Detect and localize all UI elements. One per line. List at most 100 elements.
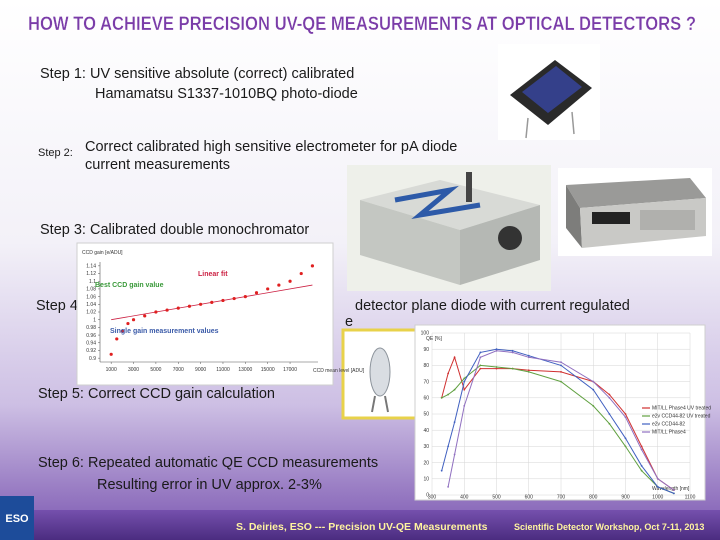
step-text: Step 4 [36,298,78,314]
qe-point [463,405,466,407]
y-axis-label: CCD gain [e/ADU] [82,250,123,256]
x-axis-label: Wavelength [nm] [652,486,690,492]
qe-point [463,377,466,380]
qe-point [640,464,643,467]
legend-label: e2v CCD44-82 UV treated [652,414,711,420]
electrometer-image [558,168,712,256]
y-tick-label: 0.98 [86,325,96,331]
x-tick-label: 500 [492,495,501,501]
qe-point [495,366,498,368]
y-tick-label: 1.04 [86,302,96,308]
qe-point [527,370,530,373]
gain-point [210,300,214,304]
step-text: Step 1: UV sensitive absolute (correct) … [40,66,354,82]
qe-point [640,469,643,472]
qe-point [511,351,514,354]
x-tick-label: 13000 [238,367,252,373]
y-axis-label: QE [%] [426,336,442,342]
y-tick-label: 70 [423,379,429,385]
y-tick-label: 1 [93,317,96,323]
y-tick-label: 0.94 [86,340,96,346]
logo-text: ESO [5,513,29,525]
qe-point [608,393,611,396]
y-tick-label: 20 [423,460,429,466]
x-tick-label: 5000 [150,367,161,373]
qe-line [447,350,675,491]
y-tick-label: 100 [421,331,430,337]
x-tick-label: 1000 [652,495,663,501]
y-tick-label: 0.92 [86,348,96,354]
chart-frame [414,324,706,501]
x-tick-label: 9000 [195,367,206,373]
x-tick-label: 400 [460,495,469,501]
qe-point [624,437,627,440]
step-text: current measurements [85,157,230,173]
gain-point [115,337,119,341]
steps: Step 1: UV sensitive absolute (correct) … [36,66,630,493]
gain-point [277,283,281,287]
x-tick-label: 1100 [685,495,696,501]
qe-point [560,361,562,364]
gain-point [243,295,247,299]
qe-point [527,356,530,359]
y-tick-label: 60 [423,396,429,402]
qe-point [560,364,562,367]
gain-chart: 0.9 0.92 0.940.96 0.98 11.02 1.04 1.061.08 1.1 1… [76,242,365,386]
y-tick-label: 0 [426,493,429,499]
x-tick-label: 15000 [261,367,275,373]
qe-point [447,486,450,488]
x-tick-label: 900 [621,495,630,501]
y-tick-label: 80 [423,363,429,369]
qe-point [479,356,482,359]
gain-point [288,279,292,283]
y-tick-label: 1.08 [86,287,96,293]
slide-title: How to achieve precision UV-QE measureme… [28,14,696,35]
y-tick-label: 40 [423,428,429,434]
step-text: Hamamatsu S1337-1010BQ photo-diode [95,86,358,102]
y-tick-label: 1.06 [86,294,96,300]
gain-point [310,264,315,268]
qe-point [447,445,450,448]
qe-point [640,445,643,448]
footer-band [0,510,720,540]
qe-point [453,388,456,391]
qe-point [624,416,627,419]
qe-point [592,405,595,407]
y-tick-label: 1.02 [86,310,96,316]
gain-point [109,352,113,356]
step-text: Step 3: Calibrated double monochromator [40,222,309,238]
y-tick-label: 0.9 [89,356,96,362]
qe-point [463,388,466,391]
x-tick-label: 700 [557,495,566,501]
x-tick-label: 1000 [106,367,117,373]
step-text: Step 5: Correct CCD gain calculation [38,386,275,402]
x-tick-label: 800 [589,495,598,501]
legend-label: MIT/LL Phase4 [652,430,686,436]
footer-right: Scientific Detector Workshop, Oct 7-11, … [514,522,704,532]
gain-point [199,302,203,306]
qe-point [479,364,482,367]
qe-point [453,453,456,456]
step-label: Step 2: [38,147,73,159]
x-tick-label: 17000 [283,367,297,373]
y-tick-label: 1.14 [86,264,96,270]
y-tick-label: 30 [423,444,429,450]
qe-point [479,367,482,370]
qe-point [624,445,627,448]
legend-label: MIT/LL Phase4 UV treated [652,406,711,412]
gain-point [120,329,124,333]
qe-point [672,489,675,492]
step-text: Resulting error in UV approx. 2-3% [97,477,322,493]
qe-point [511,367,514,370]
y-tick-label: 50 [423,412,429,418]
x-tick-label: 300 [428,495,437,501]
y-tick-label: 10 [423,477,429,483]
gain-point [165,308,169,312]
lamp-image [341,328,419,420]
y-tick-label: 0.96 [86,333,96,339]
qe-point [560,380,562,383]
gain-point [266,287,270,291]
qe-point [511,349,514,352]
qe-point [656,486,659,488]
